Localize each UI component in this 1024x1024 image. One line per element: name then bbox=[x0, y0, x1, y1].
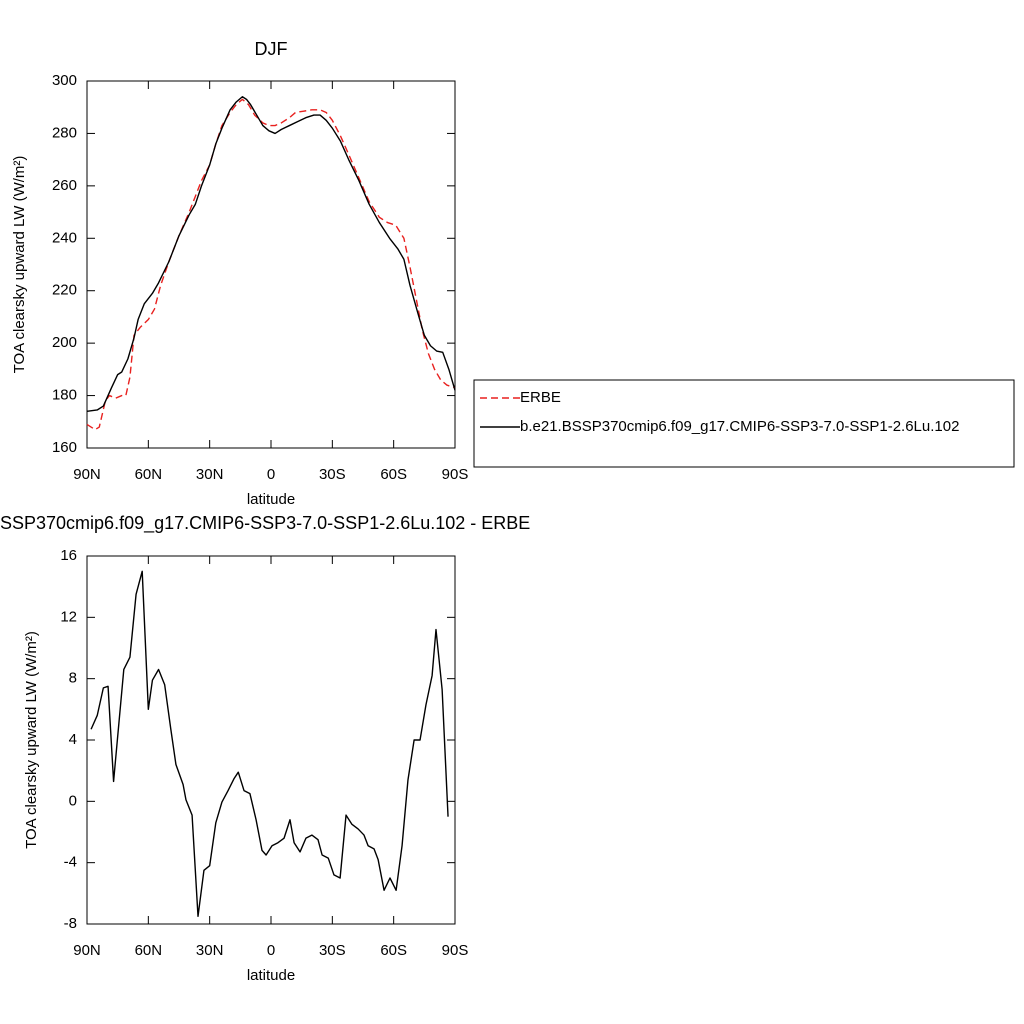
x-tick-label: 60S bbox=[380, 942, 407, 959]
x-tick-label: 90S bbox=[442, 942, 469, 959]
y-axis-label: TOA clearsky upward LW (W/m²) bbox=[11, 156, 28, 374]
y-tick-label: 180 bbox=[52, 387, 77, 404]
y-tick-label: 220 bbox=[52, 282, 77, 299]
x-tick-label: 30S bbox=[319, 942, 346, 959]
data-line bbox=[90, 570, 449, 918]
y-tick-label: 280 bbox=[52, 124, 77, 141]
y-tick-label: 200 bbox=[52, 334, 77, 351]
data-line bbox=[86, 96, 456, 412]
y-tick-label: 12 bbox=[60, 608, 77, 625]
x-tick-label: 30S bbox=[319, 466, 346, 483]
y-tick-label: 16 bbox=[60, 547, 77, 564]
chart-title: DJF bbox=[255, 39, 288, 59]
y-tick-label: -8 bbox=[64, 915, 77, 932]
x-axis-label: latitude bbox=[247, 491, 295, 508]
x-tick-label: 60S bbox=[380, 466, 407, 483]
legend-box bbox=[473, 379, 1015, 468]
y-tick-label: 8 bbox=[69, 670, 77, 687]
x-axis-label: latitude bbox=[247, 967, 295, 984]
x-tick-label: 60N bbox=[135, 466, 163, 483]
y-tick-label: 300 bbox=[52, 72, 77, 89]
y-tick-label: -4 bbox=[64, 854, 77, 871]
x-tick-label: 0 bbox=[267, 942, 275, 959]
chart-title: SSP370cmip6.f09_g17.CMIP6-SSP3-7.0-SSP1-… bbox=[0, 513, 530, 534]
legend-label: b.e21.BSSP370cmip6.f09_g17.CMIP6-SSP3-7.… bbox=[520, 418, 959, 435]
plot-frame bbox=[86, 80, 456, 449]
plot-frame bbox=[86, 555, 456, 925]
y-tick-label: 0 bbox=[69, 792, 77, 809]
x-tick-label: 90N bbox=[73, 466, 101, 483]
x-tick-label: 0 bbox=[267, 466, 275, 483]
y-tick-label: 4 bbox=[69, 731, 77, 748]
y-tick-label: 240 bbox=[52, 229, 77, 246]
x-tick-label: 30N bbox=[196, 466, 224, 483]
x-tick-label: 90N bbox=[73, 942, 101, 959]
x-tick-label: 30N bbox=[196, 942, 224, 959]
y-tick-label: 260 bbox=[52, 177, 77, 194]
y-tick-label: 160 bbox=[52, 439, 77, 456]
y-axis-label: TOA clearsky upward LW (W/m²) bbox=[23, 631, 40, 849]
x-tick-label: 60N bbox=[135, 942, 163, 959]
legend-label: ERBE bbox=[520, 389, 561, 406]
x-tick-label: 90S bbox=[442, 466, 469, 483]
data-line bbox=[86, 98, 456, 431]
